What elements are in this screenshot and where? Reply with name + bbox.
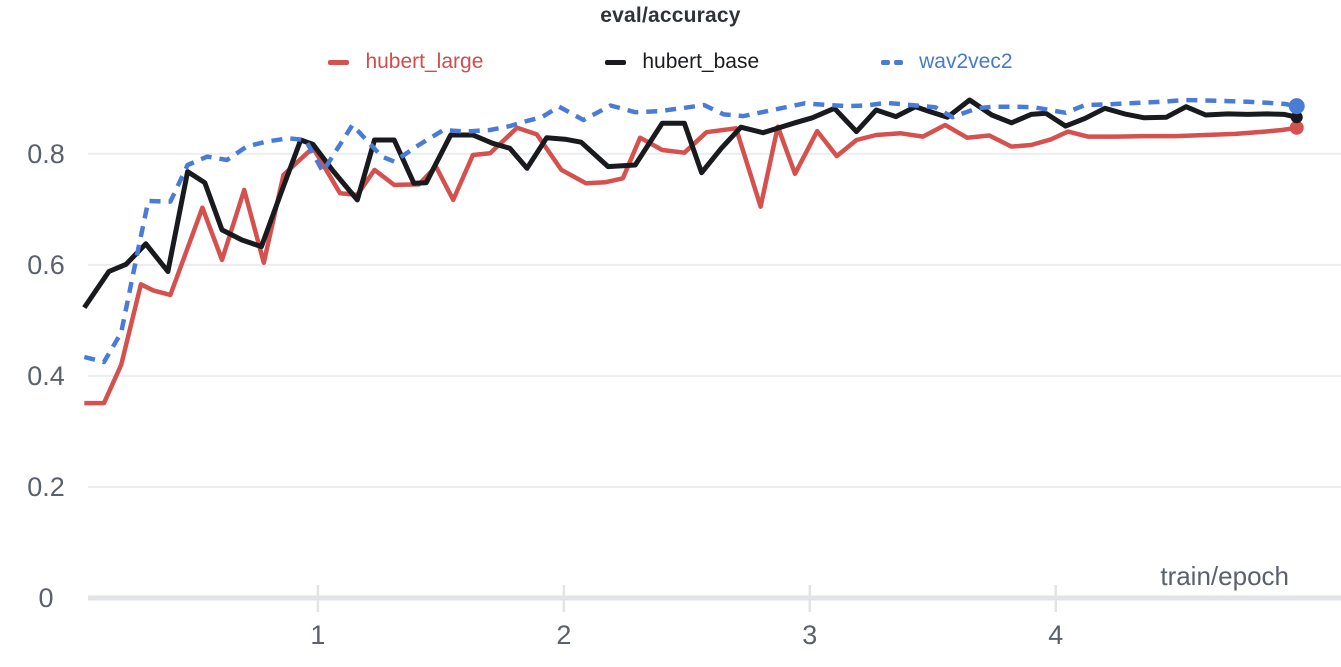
chart-title: eval/accuracy <box>600 4 741 27</box>
y-tick-label: 0.8 <box>27 139 65 169</box>
x-tick-label: 2 <box>556 620 571 650</box>
series-line-hubert_large[interactable] <box>84 122 1298 406</box>
y-tick-label: 0.6 <box>27 250 65 280</box>
legend-label: wav2vec2 <box>919 50 1013 73</box>
series-line-wav2vec2[interactable] <box>83 97 1298 365</box>
legend-label: hubert_base <box>642 50 760 73</box>
legend-dashed-marker-icon <box>881 59 904 65</box>
legend-item-wav2vec2[interactable]: wav2vec2 <box>881 50 1013 74</box>
end-point-wav2vec2[interactable] <box>1288 98 1305 115</box>
y-tick-label: 0 <box>38 583 53 613</box>
series-line-hubert_base[interactable] <box>82 97 1298 310</box>
x-tick-label: 1 <box>310 620 325 650</box>
legend-line-marker-icon <box>328 59 350 65</box>
legend: hubert_large hubert_base wav2vec2 <box>0 50 1341 74</box>
y-tick-label: 0.2 <box>27 472 65 502</box>
x-tick-label: 3 <box>802 620 817 650</box>
legend-line-marker-icon <box>605 59 627 65</box>
legend-item-hubert-base[interactable]: hubert_base <box>605 50 759 74</box>
legend-item-hubert-large[interactable]: hubert_large <box>328 50 483 74</box>
x-axis-title: train/epoch <box>1160 561 1289 591</box>
x-tick-label: 4 <box>1048 620 1063 650</box>
y-tick-label: 0.4 <box>27 361 65 391</box>
end-point-hubert_large[interactable] <box>1289 120 1304 135</box>
end-point-hubert_base[interactable] <box>1290 111 1303 124</box>
legend-label: hubert_large <box>365 50 484 73</box>
